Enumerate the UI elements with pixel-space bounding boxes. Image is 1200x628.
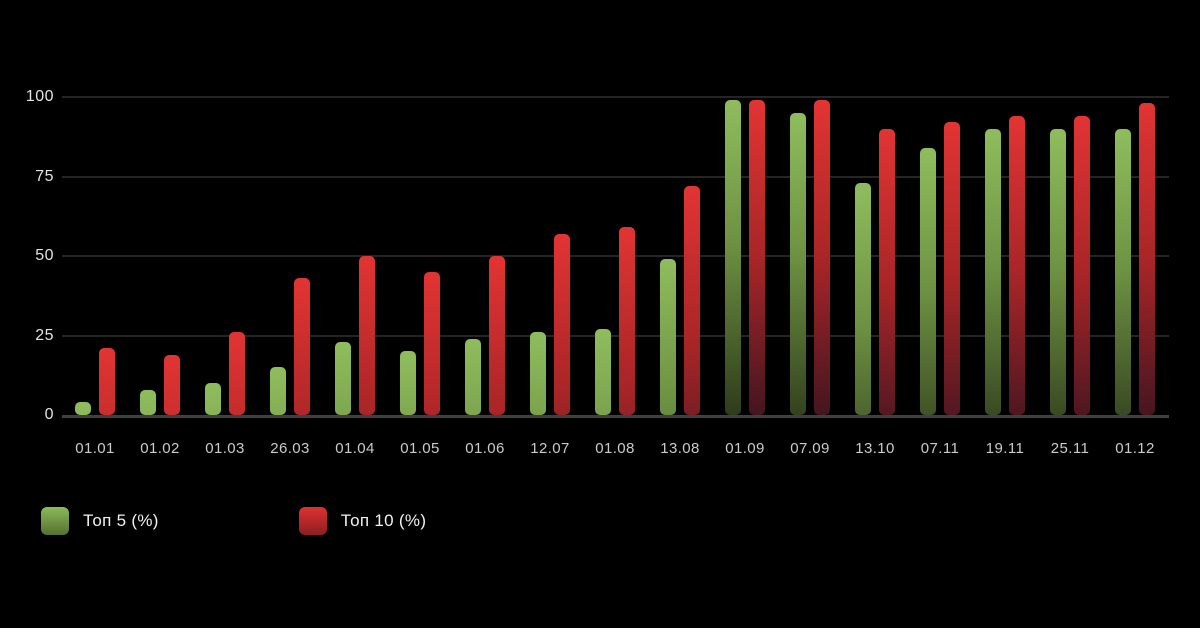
bar-top10-13.08[interactable]: [684, 186, 700, 415]
gridline: [62, 334, 1169, 337]
bar-top10-01.03[interactable]: [229, 332, 245, 415]
bar-top10-25.11[interactable]: [1074, 116, 1090, 415]
x-axis-label: 01.09: [725, 440, 765, 457]
bar-top5-19.11[interactable]: [985, 128, 1001, 415]
x-axis-label: 07.09: [790, 440, 830, 457]
legend-swatch-red-icon: [298, 507, 327, 535]
x-axis-label: 01.04: [335, 440, 375, 457]
legend: Топ 5 (%) Топ 10 (%): [41, 507, 426, 535]
y-axis: 0 25 50 75 100: [0, 88, 54, 423]
bar-top5-01.12[interactable]: [1115, 128, 1131, 415]
bar-top10-01.02[interactable]: [164, 354, 180, 415]
bar-top5-07.09[interactable]: [790, 112, 806, 415]
bar-top5-13.10[interactable]: [855, 182, 871, 415]
bar-top5-26.03[interactable]: [270, 367, 286, 415]
gridline: [62, 175, 1169, 178]
bar-top10-19.11[interactable]: [1009, 116, 1025, 415]
bar-top10-26.03[interactable]: [294, 278, 310, 415]
bar-top10-07.11[interactable]: [944, 122, 960, 415]
y-axis-label: 25: [35, 326, 54, 344]
bar-top10-07.09[interactable]: [814, 100, 830, 415]
x-axis-label: 07.11: [920, 440, 960, 457]
y-axis-label: 0: [44, 406, 54, 423]
legend-swatch-green-icon: [41, 507, 69, 535]
legend-label-top10: Топ 10 (%): [340, 511, 427, 530]
x-axis-baseline: [62, 415, 1169, 418]
bar-top5-12.07[interactable]: [530, 332, 546, 415]
x-axis-label: 01.12: [1115, 440, 1155, 457]
bar-top5-01.04[interactable]: [335, 341, 351, 415]
x-axis-label: 26.03: [270, 440, 310, 457]
bar-top5-13.08[interactable]: [660, 259, 676, 415]
bar-top10-01.09[interactable]: [749, 100, 765, 415]
x-axis-label: 19.11: [985, 440, 1025, 457]
x-axis-label: 13.10: [855, 440, 895, 457]
bar-top10-01.05[interactable]: [424, 271, 440, 415]
y-axis-label: 100: [25, 88, 54, 105]
gridline: [62, 96, 1169, 98]
y-axis-label: 75: [35, 167, 54, 185]
bar-top5-07.11[interactable]: [920, 147, 936, 415]
bar-top10-01.06[interactable]: [489, 256, 505, 415]
bar-top5-25.11[interactable]: [1050, 128, 1066, 415]
bar-top10-01.08[interactable]: [619, 227, 635, 415]
y-axis-label: 50: [35, 247, 54, 264]
bar-top10-13.10[interactable]: [879, 128, 895, 415]
plot-area: [62, 96, 1169, 418]
bar-top10-01.01[interactable]: [99, 348, 115, 415]
bar-top5-01.05[interactable]: [400, 351, 416, 415]
x-axis-label: 01.03: [205, 440, 245, 457]
bar-top5-01.03[interactable]: [205, 383, 221, 415]
bar-top5-01.06[interactable]: [465, 338, 481, 415]
x-axis-label: 12.07: [530, 440, 570, 457]
x-axis-label: 01.06: [465, 440, 505, 457]
bar-top5-01.08[interactable]: [595, 329, 611, 415]
x-axis-label: 01.08: [595, 440, 635, 457]
x-axis-label: 25.11: [1050, 440, 1090, 457]
legend-item-top10[interactable]: Топ 10 (%): [298, 507, 427, 535]
bar-top5-01.09[interactable]: [725, 100, 741, 415]
legend-item-top5[interactable]: Топ 5 (%): [41, 507, 159, 535]
bar-top5-01.02[interactable]: [140, 389, 156, 415]
x-axis: 01.01 01.02 01.03 26.03 01.04 01.05 01.06 12.07…: [62, 440, 1169, 464]
bar-top10-12.07[interactable]: [554, 233, 570, 415]
bar-top10-01.12[interactable]: [1139, 103, 1155, 415]
gridline: [62, 255, 1169, 257]
bar-top10-01.04[interactable]: [359, 256, 375, 415]
x-axis-label: 01.02: [140, 440, 180, 457]
legend-label-top5: Топ 5 (%): [83, 511, 159, 530]
bar-top5-01.01[interactable]: [75, 402, 91, 415]
x-axis-label: 01.05: [400, 440, 440, 457]
x-axis-label: 01.01: [75, 440, 115, 457]
x-axis-label: 13.08: [660, 440, 700, 457]
